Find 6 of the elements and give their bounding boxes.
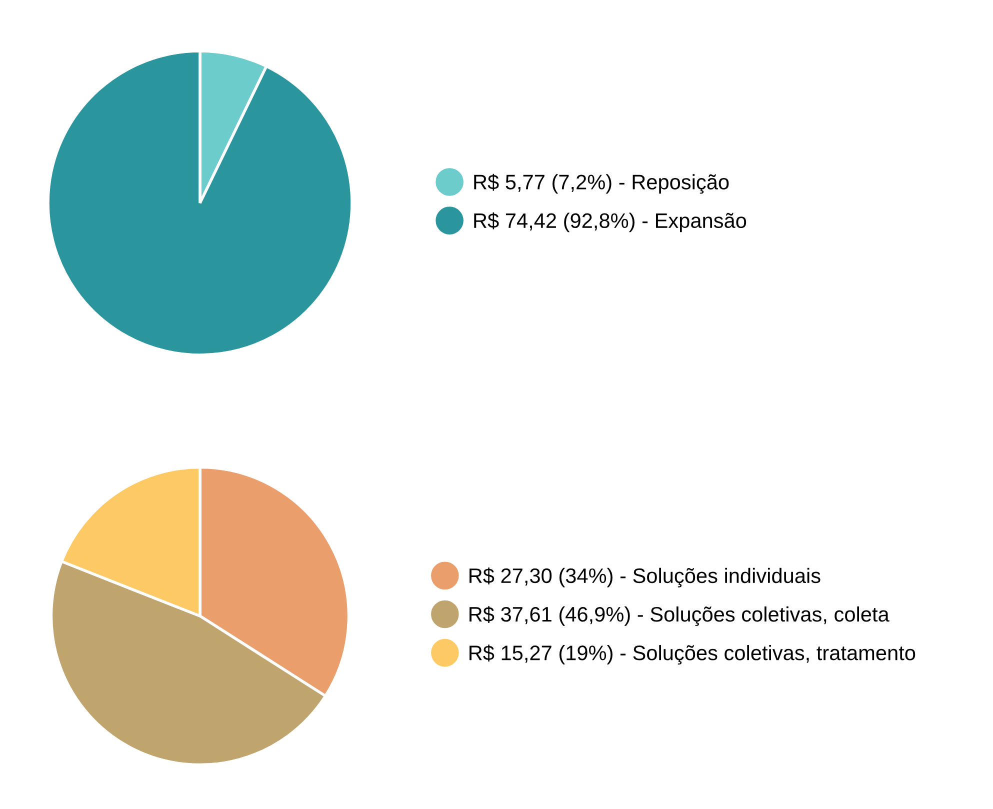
pie-slice: [46, 50, 354, 356]
legend-label: R$ 5,77 (7,2%) - Reposição: [474, 174, 729, 194]
legend-label: R$ 37,61 (46,9%) - Soluções coletivas, coleta: [470, 606, 890, 626]
legend-label: R$ 27,30 (34%) - Soluções individuais: [470, 567, 820, 588]
legend-label: R$ 15,27 (19%) - Soluções coletivas, tratamento: [470, 644, 916, 665]
legend-label: R$ 74,42 (92,8%) - Expansão: [474, 212, 746, 232]
